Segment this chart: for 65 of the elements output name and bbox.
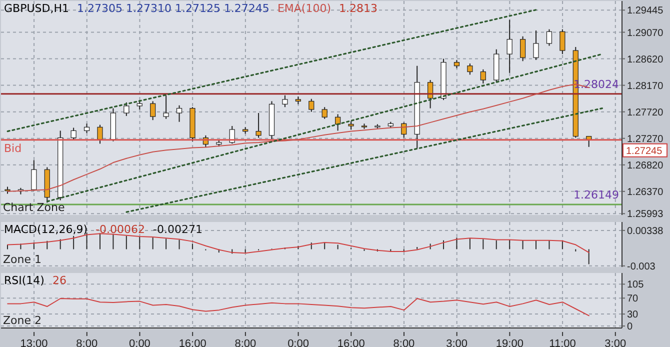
ref-line-label: Bid [4,142,22,155]
x-tick-label: 13:00 [20,338,48,347]
y-tick-label: 1.27270 [627,134,664,145]
y-tick-label: 30 [627,310,639,321]
candlestick [256,112,262,138]
y-tick-label: 0 [627,322,633,333]
x-tick-label: 8:00 [393,338,415,347]
chart-title: RSI(14) [4,274,44,287]
candlestick [520,36,526,62]
x-tick-label: 0:00 [288,338,309,347]
x-tick-label: 3:00 [604,338,626,347]
annotation: 1.27305 1.27310 1.27125 1.27245 [76,2,270,15]
text: EMA(100) [277,2,331,15]
candlestick [546,28,552,46]
candlestick [467,62,473,76]
chart-title: MACD(12,26,9) [4,223,88,236]
candlestick [560,28,566,55]
y-tick-label: 70 [627,294,639,305]
ref-line-label: 1.26149 [574,188,619,202]
candlestick [506,19,512,74]
line-series [7,298,590,316]
text: 1.27245 [626,146,663,157]
y-tick-label: 105 [627,280,644,291]
line-series [7,233,590,254]
y-tick-label: 1.27720 [627,107,664,118]
candlestick [150,100,156,121]
annotation: Zone 1 [3,253,42,266]
x-tick-label: 16:00 [178,338,206,347]
y-tick-label: 0.00338 [627,226,664,237]
y-tick-label: 1.26370 [627,186,664,198]
candlestick [31,160,37,192]
y-tick-label: -0.003 [627,261,656,272]
candlestick [163,94,169,120]
x-tick-label: 11:00 [549,338,576,347]
candlestick [136,100,142,110]
y-tick-label: 1.28170 [627,80,664,92]
x-tick-label: 16:00 [337,338,365,347]
annotation: Chart Zone [3,201,65,214]
candlestick [480,68,486,84]
annotation: Zone 2 [3,314,42,327]
annotation: -0.00271 [153,223,202,236]
x-tick-label: 0:00 [129,338,150,347]
y-tick-label: 1.29445 [627,6,664,17]
candlestick [322,106,328,120]
candlestick [176,104,182,122]
candlestick [124,102,130,116]
candlestick [70,127,76,140]
candlestick [308,98,314,112]
y-tick-label: 1.25993 [627,209,664,220]
chart-title: GBPUSD,H1 [4,2,69,15]
candlestick [282,94,288,108]
x-tick-label: 19:00 [496,338,524,347]
annotation: 26 [52,274,66,287]
x-tick-label: 8:00 [76,338,98,347]
candlestick [84,123,90,134]
y-tick-label: 1.28620 [627,54,664,66]
candlestick [533,30,539,60]
x-tick-label: 3:00 [446,338,468,347]
annotation: 1.2813 [338,2,378,15]
x-tick-label: 8:00 [234,338,256,347]
y-tick-label: 1.26820 [627,160,664,172]
y-tick-label: 1.29070 [627,28,664,39]
candlestick [97,124,103,144]
annotation: -0.00062 [96,223,146,236]
candlestick [229,125,235,144]
